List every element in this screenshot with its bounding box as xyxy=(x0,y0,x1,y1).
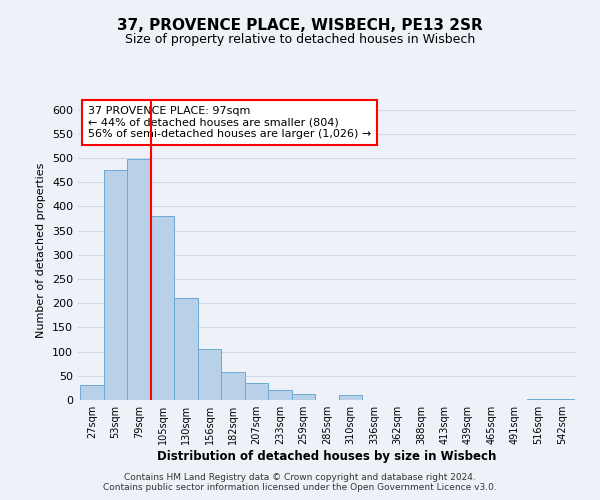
Bar xyxy=(127,159,151,400)
Text: Size of property relative to detached houses in Wisbech: Size of property relative to detached ho… xyxy=(125,32,475,46)
X-axis label: Distribution of detached houses by size in Wisbech: Distribution of detached houses by size … xyxy=(157,450,497,463)
Bar xyxy=(104,170,127,400)
Text: 37 PROVENCE PLACE: 97sqm
← 44% of detached houses are smaller (804)
56% of semi-: 37 PROVENCE PLACE: 97sqm ← 44% of detach… xyxy=(88,106,371,139)
Bar xyxy=(268,390,292,400)
Bar xyxy=(198,349,221,400)
Bar xyxy=(221,372,245,400)
Bar xyxy=(527,399,550,400)
Bar xyxy=(175,298,198,400)
Text: Contains HM Land Registry data © Crown copyright and database right 2024.: Contains HM Land Registry data © Crown c… xyxy=(124,472,476,482)
Bar xyxy=(339,394,362,400)
Y-axis label: Number of detached properties: Number of detached properties xyxy=(37,162,46,338)
Bar xyxy=(292,394,315,400)
Text: 37, PROVENCE PLACE, WISBECH, PE13 2SR: 37, PROVENCE PLACE, WISBECH, PE13 2SR xyxy=(117,18,483,32)
Bar xyxy=(245,383,268,400)
Bar xyxy=(550,399,574,400)
Bar xyxy=(80,386,104,400)
Bar xyxy=(151,216,175,400)
Text: Contains public sector information licensed under the Open Government Licence v3: Contains public sector information licen… xyxy=(103,482,497,492)
